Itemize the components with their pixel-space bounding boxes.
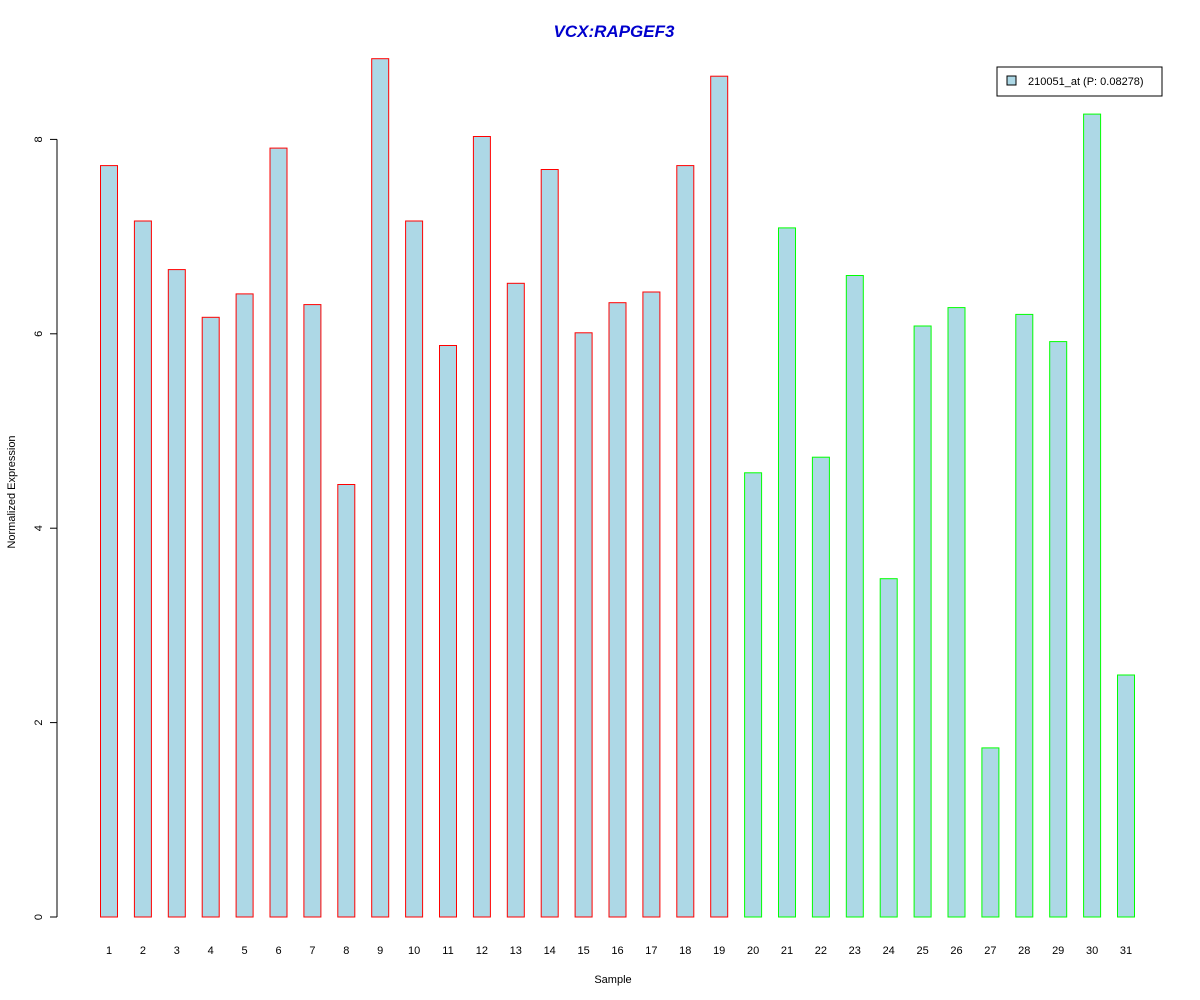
bar-sample-20 <box>744 472 763 918</box>
bar-sample-29 <box>1049 341 1068 918</box>
x-tick-labels: 1 2 3 4 5 6 7 8 9 10 11 12 13 14 15 16 17 18 19 20 21 22 23 24 2… <box>106 945 1132 957</box>
x-tick-label: 15 <box>577 945 589 957</box>
legend: 210051_at (P: 0.08278) <box>996 66 1163 97</box>
bar-sample-3 <box>167 269 186 918</box>
bar-sample-6 <box>269 147 288 918</box>
x-tick-label: 17 <box>645 945 657 957</box>
x-tick-label: 21 <box>781 945 793 957</box>
bar-sample-30 <box>1083 113 1102 918</box>
y-tick-label: 2 <box>33 720 45 726</box>
bar-sample-15 <box>574 332 593 918</box>
chart-title: VCX:RAPGEF3 <box>554 22 675 41</box>
y-axis-label: Normalized Expression <box>6 435 18 548</box>
x-tick-label: 24 <box>883 945 895 957</box>
bar-sample-4 <box>201 316 220 918</box>
bar-sample-13 <box>506 282 525 918</box>
bar-sample-31 <box>1117 674 1135 918</box>
bar-sample-14 <box>540 169 559 918</box>
bar-sample-28 <box>1015 313 1034 918</box>
bar-sample-24 <box>879 578 898 918</box>
bar-sample-18 <box>676 165 695 918</box>
x-tick-label: 27 <box>984 945 996 957</box>
bar-sample-5 <box>235 293 254 918</box>
x-tick-label: 13 <box>510 945 522 957</box>
x-tick-label: 22 <box>815 945 827 957</box>
legend-label: 210051_at (P: 0.08278) <box>1028 76 1144 88</box>
bar-sample-25 <box>913 325 932 918</box>
x-tick-label: 30 <box>1086 945 1098 957</box>
x-tick-label: 25 <box>916 945 928 957</box>
bar-sample-9 <box>371 58 390 918</box>
y-tick-label: 4 <box>33 525 45 531</box>
x-tick-label: 11 <box>442 945 453 957</box>
x-tick-label: 23 <box>849 945 861 957</box>
x-tick-label: 26 <box>950 945 962 957</box>
x-tick-label: 7 <box>309 945 315 957</box>
x-axis-label: Sample <box>594 974 631 986</box>
x-tick-label: 31 <box>1120 945 1132 957</box>
bar-sample-19 <box>710 75 729 918</box>
bar-sample-11 <box>439 345 457 918</box>
x-tick-label: 5 <box>242 945 248 957</box>
bars <box>100 58 1135 918</box>
x-tick-label: 16 <box>611 945 623 957</box>
bar-sample-26 <box>947 307 966 918</box>
x-tick-label: 6 <box>275 945 281 957</box>
bar-sample-17 <box>642 291 661 918</box>
x-tick-label: 8 <box>343 945 349 957</box>
x-tick-label: 1 <box>106 945 112 957</box>
bar-sample-27 <box>981 747 1000 918</box>
bar-sample-21 <box>778 227 796 918</box>
x-tick-label: 28 <box>1018 945 1030 957</box>
x-tick-label: 12 <box>476 945 488 957</box>
y-tick-label: 8 <box>33 136 45 142</box>
x-tick-label: 29 <box>1052 945 1064 957</box>
bar-sample-1 <box>100 165 118 918</box>
bar-sample-7 <box>303 304 322 918</box>
y-tick-label: 6 <box>33 331 45 337</box>
bar-sample-8 <box>337 484 356 918</box>
legend-swatch <box>1006 75 1017 86</box>
x-tick-label: 9 <box>377 945 383 957</box>
bar-sample-23 <box>845 275 864 918</box>
x-tick-label: 4 <box>208 945 214 957</box>
legend-box <box>996 66 1163 97</box>
x-tick-label: 2 <box>140 945 146 957</box>
bar-sample-12 <box>472 136 491 918</box>
y-axis: 0 2 4 6 8 <box>33 136 58 920</box>
y-tick-label: 0 <box>33 914 45 920</box>
x-tick-label: 3 <box>174 945 180 957</box>
x-tick-label: 10 <box>408 945 420 957</box>
x-tick-label: 18 <box>679 945 691 957</box>
bar-sample-10 <box>405 220 424 918</box>
x-tick-label: 14 <box>544 945 556 957</box>
bar-sample-22 <box>811 456 830 918</box>
bar-sample-16 <box>608 302 627 918</box>
bar-sample-2 <box>133 220 152 918</box>
x-tick-label: 20 <box>747 945 759 957</box>
x-tick-label: 19 <box>713 945 725 957</box>
